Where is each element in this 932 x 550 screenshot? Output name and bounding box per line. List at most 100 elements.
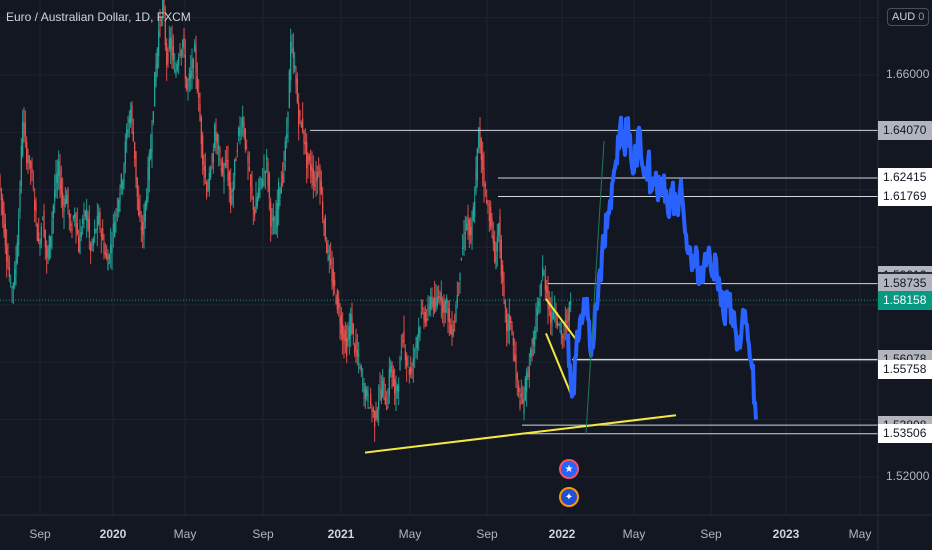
candle-body bbox=[126, 129, 128, 141]
candle-body bbox=[359, 367, 361, 369]
price-label-white[interactable]: 1.55758 bbox=[878, 359, 932, 379]
symbol-title[interactable]: Euro / Australian Dollar, 1D, FXCM bbox=[6, 10, 191, 24]
candle-body bbox=[483, 167, 485, 187]
candle-body bbox=[183, 34, 185, 49]
candle-body bbox=[366, 389, 368, 396]
x-tick-label: May bbox=[848, 527, 872, 541]
projection-path[interactable] bbox=[566, 115, 758, 420]
candle-body bbox=[223, 174, 225, 182]
candle-body bbox=[39, 243, 41, 248]
candle-body bbox=[184, 54, 186, 80]
candle-body bbox=[194, 43, 196, 52]
candle-body bbox=[68, 213, 70, 218]
candle-body bbox=[160, 18, 162, 22]
candle-body bbox=[463, 236, 465, 248]
candle-body bbox=[143, 213, 145, 239]
candle-body bbox=[155, 63, 157, 86]
candle-body bbox=[467, 215, 469, 225]
candle-body bbox=[251, 186, 253, 194]
candle-body bbox=[318, 172, 320, 174]
candle-body bbox=[426, 318, 428, 321]
currency-control: 0 bbox=[918, 11, 925, 23]
candle-body bbox=[450, 325, 452, 335]
candle-body bbox=[427, 303, 429, 311]
candle-body bbox=[79, 233, 81, 254]
candle-body bbox=[34, 199, 36, 211]
candle-body bbox=[92, 238, 94, 246]
candle-body bbox=[300, 122, 302, 127]
candle-body bbox=[279, 189, 281, 198]
candle-body bbox=[515, 354, 517, 371]
candle-body bbox=[368, 407, 370, 409]
candle-body bbox=[488, 214, 490, 222]
candle-body bbox=[315, 177, 317, 184]
candle-body bbox=[544, 276, 546, 291]
candle-body bbox=[475, 169, 477, 193]
candle-body bbox=[152, 111, 154, 123]
candle-body bbox=[526, 371, 528, 392]
candle-body bbox=[520, 393, 522, 398]
candle-body bbox=[312, 168, 314, 186]
candle-body bbox=[464, 232, 466, 234]
candle-body bbox=[254, 209, 256, 216]
candle-body bbox=[268, 173, 270, 198]
candle-body bbox=[551, 306, 553, 327]
price-label-white[interactable]: 1.53506 bbox=[878, 424, 932, 444]
candle-body bbox=[498, 223, 500, 236]
candle-body bbox=[508, 314, 510, 331]
candle-body bbox=[472, 206, 474, 222]
candle-body bbox=[399, 356, 401, 371]
candle-body bbox=[452, 328, 454, 335]
candle-body bbox=[479, 128, 481, 147]
trendline[interactable] bbox=[545, 333, 573, 397]
candle-body bbox=[31, 167, 33, 173]
candle-body bbox=[480, 139, 482, 160]
candle-body bbox=[354, 344, 356, 353]
flag-au-event-icon[interactable]: ★ bbox=[559, 459, 579, 479]
candle-body bbox=[538, 301, 540, 307]
candle-body bbox=[407, 362, 409, 364]
candle-body bbox=[516, 373, 518, 381]
flag-eu-event-icon[interactable]: ✦ bbox=[559, 487, 579, 507]
price-label-gray[interactable]: 1.58735 bbox=[878, 274, 932, 294]
candle-body bbox=[10, 281, 12, 284]
candle-body bbox=[179, 54, 181, 56]
trendline[interactable] bbox=[545, 298, 579, 343]
candle-body bbox=[168, 38, 170, 49]
candle-body bbox=[0, 188, 2, 201]
candle-body bbox=[492, 235, 494, 243]
y-tick-label: 1.52000 bbox=[886, 469, 930, 483]
currency-selector[interactable]: AUD 0 bbox=[887, 8, 930, 26]
candle-body bbox=[280, 183, 282, 194]
candle-body bbox=[494, 240, 496, 262]
candle-body bbox=[540, 282, 542, 297]
trendline[interactable] bbox=[364, 414, 677, 454]
candle-body bbox=[131, 104, 133, 122]
candle-body bbox=[51, 220, 53, 234]
price-label-white[interactable]: 1.62415 bbox=[878, 168, 932, 188]
candle-body bbox=[547, 287, 549, 308]
price-label-gray[interactable]: 1.64070 bbox=[878, 120, 932, 140]
candle-body bbox=[555, 310, 557, 321]
candle-body bbox=[438, 296, 440, 298]
candle-body bbox=[527, 373, 529, 377]
candle-body bbox=[19, 188, 21, 211]
candle-body bbox=[299, 111, 301, 116]
candle-body bbox=[270, 202, 272, 227]
candle-body bbox=[323, 221, 325, 228]
price-label-white[interactable]: 1.61769 bbox=[878, 186, 932, 206]
candle-body bbox=[567, 314, 569, 323]
candle-body bbox=[210, 169, 212, 178]
candle-body bbox=[447, 302, 449, 322]
candle-body bbox=[550, 311, 552, 323]
candle-body bbox=[416, 337, 418, 349]
candle-body bbox=[235, 158, 237, 161]
candle-body bbox=[395, 382, 397, 400]
price-label-green[interactable]: 1.58158 bbox=[878, 290, 932, 310]
candle-body bbox=[188, 73, 190, 81]
candle-body bbox=[356, 349, 358, 357]
candle-body bbox=[190, 70, 192, 79]
candle-body bbox=[435, 298, 437, 308]
candle-body bbox=[563, 333, 565, 335]
